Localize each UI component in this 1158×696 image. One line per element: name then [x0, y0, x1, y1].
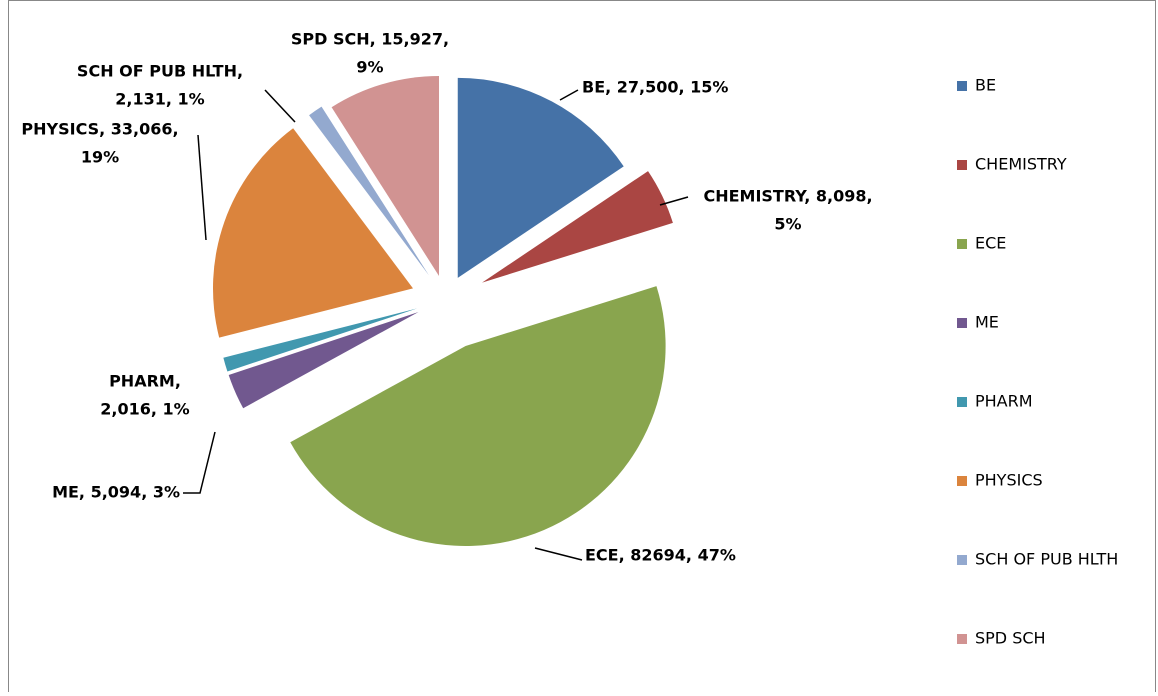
leader-line: [197, 134, 207, 241]
pie-slice: [212, 128, 413, 338]
legend-swatch: [957, 160, 967, 170]
chart-frame: [8, 0, 1156, 696]
legend-swatch: [957, 81, 967, 91]
data-label: ME, 5,094, 3%: [52, 483, 180, 502]
legend-swatch: [957, 476, 967, 486]
data-label: 2,016, 1%: [100, 400, 189, 419]
data-label: CHEMISTRY, 8,098,: [703, 187, 872, 206]
legend-swatch: [957, 555, 967, 565]
data-label: 2,131, 1%: [115, 90, 204, 109]
legend-label: PHARM: [975, 392, 1033, 411]
legend-swatch: [957, 318, 967, 328]
data-label: PHYSICS, 33,066,: [21, 120, 178, 139]
legend-label: ME: [975, 313, 999, 332]
data-label: SPD SCH, 15,927,: [291, 30, 449, 49]
pie-slice: [457, 77, 624, 278]
pie-slice: [290, 286, 666, 546]
data-label: 9%: [356, 58, 383, 77]
legend-label: SPD SCH: [975, 629, 1046, 648]
leader-line: [534, 547, 583, 561]
data-label: ECE, 82694, 47%: [585, 546, 736, 565]
legend-swatch: [957, 239, 967, 249]
leader-line: [659, 196, 689, 206]
pie-slice: [309, 106, 429, 276]
data-label: 5%: [774, 215, 801, 234]
legend-swatch: [957, 397, 967, 407]
pie-slice: [223, 308, 418, 372]
leader-line: [183, 431, 216, 494]
pie-slice: [228, 311, 419, 409]
leader-line: [559, 89, 579, 101]
pie-slice: [482, 171, 673, 283]
data-label: SCH OF PUB HLTH,: [77, 62, 243, 81]
legend-label: SCH OF PUB HLTH: [975, 550, 1118, 569]
pie-slice: [331, 75, 440, 276]
data-label: BE, 27,500, 15%: [582, 78, 728, 97]
legend-label: CHEMISTRY: [975, 155, 1067, 174]
data-label: 19%: [81, 148, 119, 167]
leader-line: [264, 89, 296, 123]
legend-label: ECE: [975, 234, 1006, 253]
legend-swatch: [957, 634, 967, 644]
legend-label: PHYSICS: [975, 471, 1043, 490]
legend-label: BE: [975, 76, 996, 95]
data-label: PHARM,: [109, 372, 181, 391]
